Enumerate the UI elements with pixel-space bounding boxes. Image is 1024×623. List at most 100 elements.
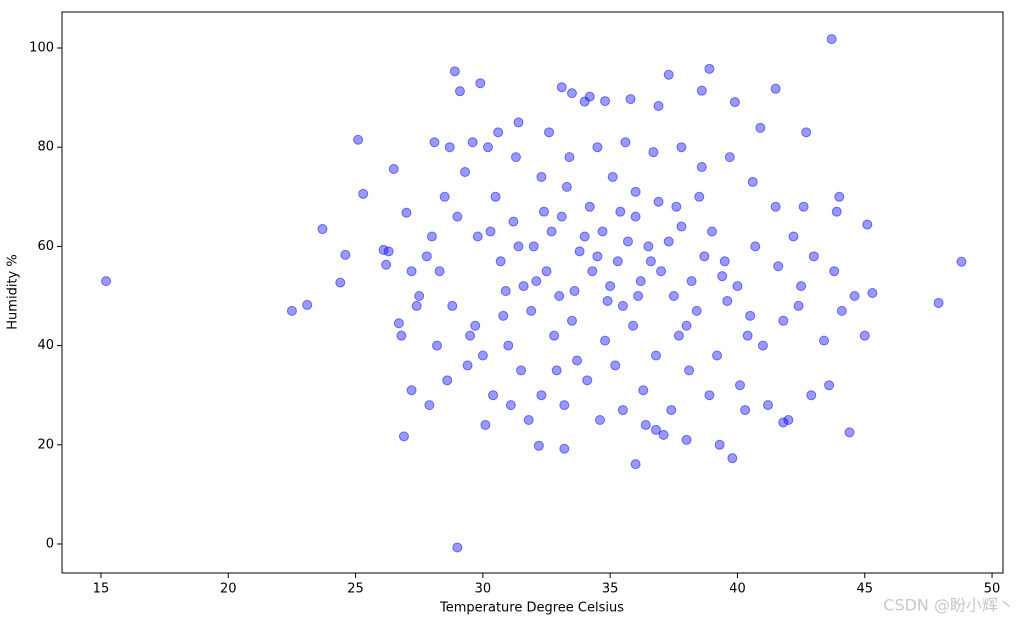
point [714,439,725,450]
point [770,83,781,94]
point [620,137,631,148]
point [462,360,473,371]
point [617,405,628,416]
point [666,405,677,416]
point [398,431,409,442]
point [671,201,682,212]
point [656,266,667,277]
point [556,211,567,222]
point [500,286,511,297]
point [533,440,544,451]
point [449,66,460,77]
y-tick-label: 20 [37,437,54,452]
point [740,405,751,416]
point [528,241,539,252]
point [712,350,723,361]
x-tick-label: 15 [93,582,110,597]
point [566,315,577,326]
plot-frame [61,11,1004,574]
point [452,542,463,553]
point [933,297,944,308]
point [717,271,728,282]
point [393,318,404,329]
point [490,191,501,202]
point [467,137,478,148]
y-tick-label: 100 [29,41,54,56]
point [612,256,623,267]
point [653,196,664,207]
point [645,256,656,267]
point [302,299,313,310]
point [432,340,443,351]
y-tick-label: 40 [37,338,54,353]
point [498,310,509,321]
point [465,330,476,341]
point [536,171,547,182]
point [676,142,687,153]
point [729,97,740,108]
point [401,207,412,218]
point [834,191,845,202]
point [472,231,483,242]
point [551,365,562,376]
point [699,251,710,262]
point [747,176,758,187]
point [745,310,756,321]
point [317,224,328,235]
point [556,82,567,93]
point [801,127,812,138]
point [505,400,516,411]
point [783,414,794,425]
point [778,417,789,428]
point [452,211,463,222]
y-tick-label: 60 [37,239,54,254]
x-tick-label: 45 [856,582,873,597]
point [584,201,595,212]
point [488,390,499,401]
x-tick-label: 50 [984,582,1001,597]
point [482,142,493,153]
point [388,164,399,175]
point [630,186,641,197]
point [734,380,745,391]
point [648,147,659,158]
point [836,305,847,316]
point [859,330,870,341]
point [536,390,547,401]
point [493,127,504,138]
point [727,453,738,464]
point [544,127,555,138]
point [480,419,491,430]
point [650,350,661,361]
point [829,266,840,277]
point [704,390,715,401]
point [523,414,534,425]
point [696,85,707,96]
point [286,305,297,316]
point [561,181,572,192]
point [383,246,394,257]
point [559,443,570,454]
point [788,231,799,242]
point [574,246,585,257]
point [686,276,697,287]
point [460,167,471,178]
point [101,276,112,287]
point [844,427,855,438]
point [582,375,593,386]
point [742,330,753,341]
point [628,320,639,331]
point [541,266,552,277]
point [778,315,789,326]
point [691,305,702,316]
y-tick-label: 0 [46,536,54,551]
point [663,236,674,247]
point [956,256,967,267]
point [605,281,616,292]
point [444,142,455,153]
point [808,251,819,262]
x-axis-label: Temperature Degree Celsius [439,601,624,616]
point [454,86,465,97]
point [681,320,692,331]
